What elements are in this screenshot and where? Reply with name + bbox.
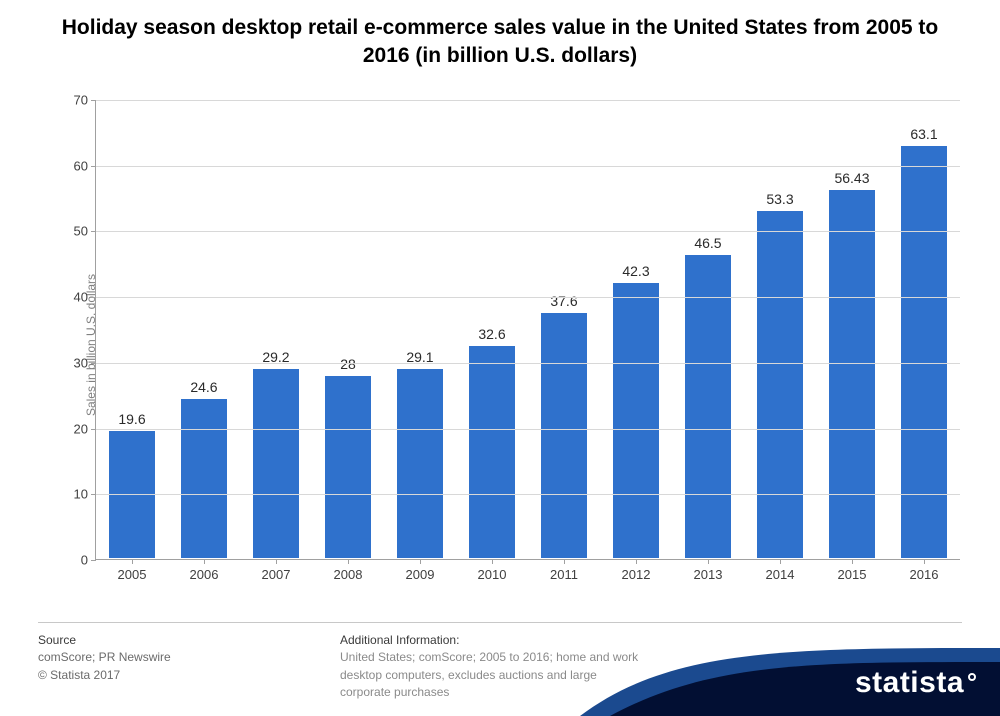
bar-slot: 29.12009 [384, 100, 456, 559]
statista-logo: statista [855, 666, 976, 700]
y-tick-label: 50 [74, 224, 96, 239]
bar: 63.1 [900, 145, 948, 559]
bar-value-label: 63.1 [910, 126, 937, 146]
x-tick-mark [708, 559, 709, 564]
y-tick-label: 0 [81, 553, 96, 568]
grid-line [96, 494, 960, 495]
plot-region: 19.6200524.6200629.2200728200829.1200932… [95, 100, 960, 560]
bar-slot: 63.12016 [888, 100, 960, 559]
bar-value-label: 42.3 [622, 263, 649, 283]
x-tick-mark [492, 559, 493, 564]
y-tick-label: 30 [74, 355, 96, 370]
bar-slot: 37.62011 [528, 100, 600, 559]
bar-value-label: 28 [340, 356, 356, 376]
bar-slot: 46.52013 [672, 100, 744, 559]
bar-value-label: 46.5 [694, 235, 721, 255]
bar-value-label: 24.6 [190, 379, 217, 399]
x-tick-mark [348, 559, 349, 564]
copyright-text: © Statista 2017 [38, 667, 171, 684]
grid-line [96, 297, 960, 298]
y-tick-label: 20 [74, 421, 96, 436]
bar-value-label: 56.43 [834, 170, 869, 190]
source-text: comScore; PR Newswire [38, 649, 171, 666]
grid-line [96, 429, 960, 430]
y-tick-label: 70 [74, 93, 96, 108]
chart-area: Sales in billion U.S. dollars 19.6200524… [40, 90, 970, 600]
bar-slot: 32.62010 [456, 100, 528, 559]
bar-value-label: 53.3 [766, 191, 793, 211]
bar-slot: 282008 [312, 100, 384, 559]
bar: 32.6 [468, 345, 516, 559]
x-tick-mark [636, 559, 637, 564]
bar: 29.2 [252, 368, 300, 559]
source-block: Source comScore; PR Newswire © Statista … [38, 632, 171, 684]
x-tick-mark [852, 559, 853, 564]
bar-slot: 53.32014 [744, 100, 816, 559]
y-tick-label: 10 [74, 487, 96, 502]
logo-text: statista [855, 666, 964, 700]
grid-line [96, 166, 960, 167]
bar: 46.5 [684, 254, 732, 559]
chart-title: Holiday season desktop retail e-commerce… [0, 0, 1000, 71]
bar-slot: 42.32012 [600, 100, 672, 559]
bar-slot: 56.432015 [816, 100, 888, 559]
bar: 28 [324, 375, 372, 559]
bar-value-label: 29.2 [262, 349, 289, 369]
bars-container: 19.6200524.6200629.2200728200829.1200932… [96, 100, 960, 559]
bar: 29.1 [396, 368, 444, 559]
bar-value-label: 29.1 [406, 349, 433, 369]
logo-dot-icon [968, 673, 976, 681]
bar: 56.43 [828, 189, 876, 559]
x-tick-mark [420, 559, 421, 564]
x-tick-mark [564, 559, 565, 564]
grid-line [96, 100, 960, 101]
grid-line [96, 363, 960, 364]
source-heading: Source [38, 632, 171, 649]
bar-slot: 19.62005 [96, 100, 168, 559]
x-tick-mark [780, 559, 781, 564]
x-tick-mark [132, 559, 133, 564]
bar-slot: 29.22007 [240, 100, 312, 559]
bar-slot: 24.62006 [168, 100, 240, 559]
x-tick-mark [924, 559, 925, 564]
footer: Source comScore; PR Newswire © Statista … [0, 622, 1000, 716]
x-tick-mark [204, 559, 205, 564]
grid-line [96, 231, 960, 232]
y-tick-label: 40 [74, 290, 96, 305]
bar: 42.3 [612, 282, 660, 559]
bar: 37.6 [540, 312, 588, 559]
bar-value-label: 32.6 [478, 326, 505, 346]
x-tick-mark [276, 559, 277, 564]
bar: 24.6 [180, 398, 228, 559]
bar: 53.3 [756, 210, 804, 559]
y-tick-label: 60 [74, 158, 96, 173]
